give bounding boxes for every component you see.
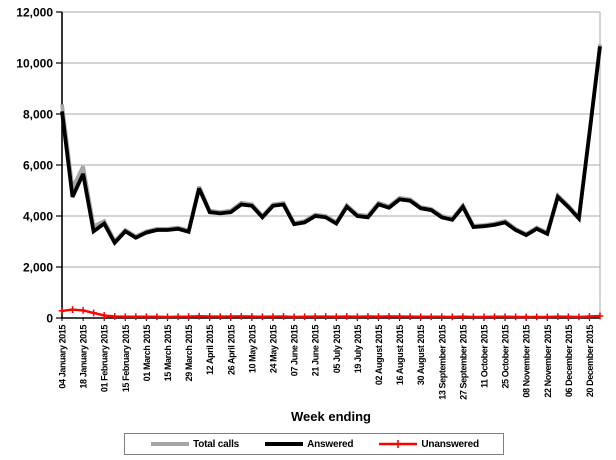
x-tick-label: 02 August 2015: [374, 325, 384, 385]
axes: [56, 11, 601, 321]
x-tick-label: 16 August 2015: [395, 325, 405, 385]
answered-line: [60, 46, 602, 247]
legend: Total calls Answered Unanswered: [124, 433, 504, 455]
x-tick-label: 13 September 2015: [437, 325, 447, 400]
x-axis-labels: 04 January 2015 18 January 2015 01 Februar…: [58, 325, 595, 400]
y-tick-label: 6,000: [23, 159, 53, 173]
x-tick-label: 18 January 2015: [79, 325, 89, 389]
unanswered-line-sample: [379, 440, 418, 448]
x-tick-label: 07 June 2015: [290, 325, 300, 377]
x-tick-label: 06 December 2015: [564, 325, 574, 398]
x-tick-label: 25 October 2015: [501, 325, 511, 389]
y-axis-labels: 0 2,000 4,000 6,000 8,000 10,000 12,000: [16, 6, 53, 326]
x-tick-label: 19 July 2015: [353, 325, 363, 374]
total-calls-line: [60, 44, 602, 245]
x-tick-label: 21 June 2015: [311, 325, 321, 377]
x-tick-label: 26 April 2015: [226, 325, 236, 375]
x-tick-label: 04 January 2015: [58, 325, 68, 389]
y-tick-label: 12,000: [16, 6, 53, 20]
x-tick-label: 12 April 2015: [205, 325, 215, 375]
y-tick-label: 4,000: [23, 210, 53, 224]
x-tick-label: 22 November 2015: [543, 325, 553, 398]
x-tick-label: 01 March 2015: [142, 325, 152, 382]
x-tick-label: 05 July 2015: [332, 325, 342, 374]
x-axis-title: Week ending: [291, 409, 371, 424]
x-tick-label: 15 March 2015: [163, 325, 173, 382]
x-tick-label: 01 February 2015: [100, 325, 110, 393]
y-tick-label: 8,000: [23, 108, 53, 122]
x-tick-label: 27 September 2015: [458, 325, 468, 400]
legend-label-answered: Answered: [307, 438, 354, 450]
unanswered-line: [61, 308, 601, 319]
legend-item-unanswered: Unanswered: [377, 438, 479, 450]
x-tick-label: 20 December 2015: [585, 325, 595, 398]
legend-item-total-calls: Total calls: [149, 439, 239, 450]
x-tick-label: 30 August 2015: [416, 325, 426, 385]
y-tick-label: 10,000: [16, 57, 53, 71]
gridlines: [62, 11, 600, 268]
legend-label-total-calls: Total calls: [193, 438, 240, 450]
total-calls-line-sample: [151, 442, 190, 446]
y-tick-label: 2,000: [23, 261, 53, 275]
y-tick-label: 0: [46, 312, 53, 326]
x-tick-label: 15 February 2015: [121, 325, 131, 393]
x-tick-label: 10 May 2015: [247, 325, 257, 374]
legend-label-unanswered: Unanswered: [421, 438, 479, 450]
answered-line-sample: [265, 442, 304, 446]
series-lines: [58, 44, 604, 321]
x-tick-label: 11 October 2015: [479, 325, 489, 388]
x-tick-label: 29 March 2015: [184, 325, 194, 382]
x-tick-label: 08 November 2015: [522, 325, 532, 398]
x-tick-label: 24 May 2015: [268, 325, 278, 374]
legend-item-answered: Answered: [263, 438, 354, 450]
